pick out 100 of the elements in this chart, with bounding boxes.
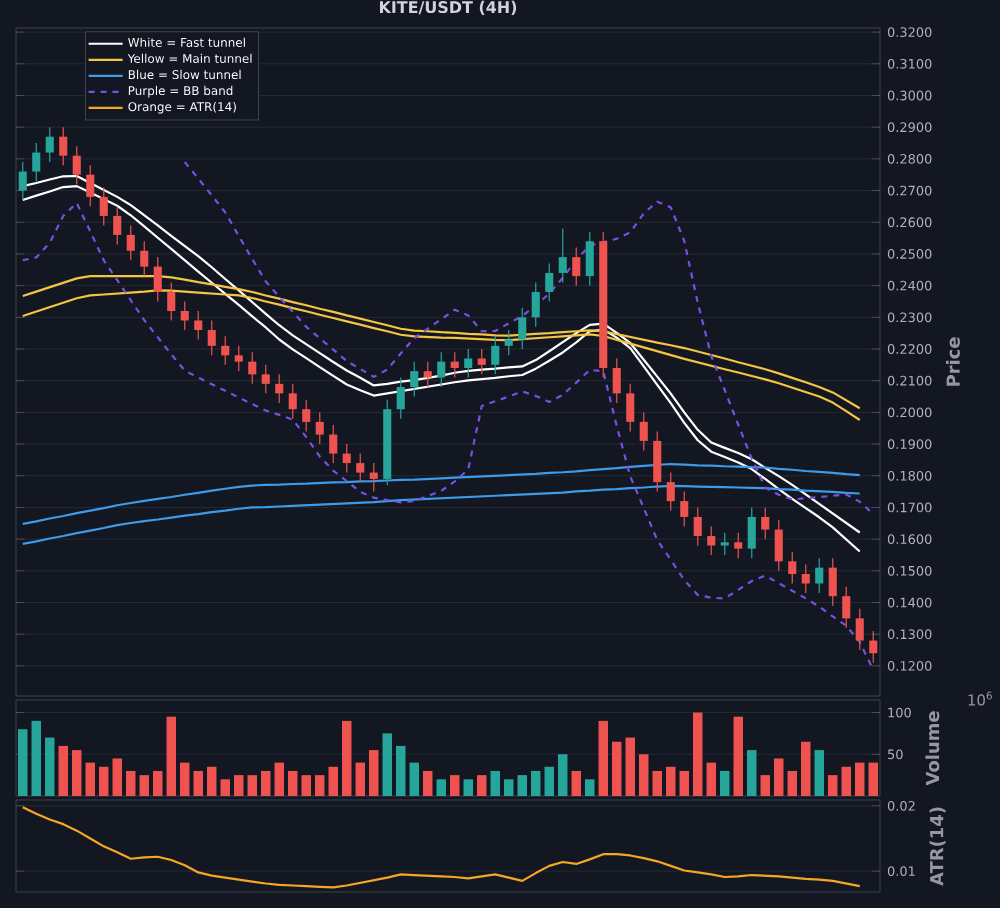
candlestick — [815, 557, 824, 594]
bar — [760, 775, 770, 796]
bar — [868, 762, 878, 796]
candlestick — [369, 462, 378, 493]
candlestick — [464, 348, 473, 379]
candlestick — [329, 424, 338, 464]
candlestick — [491, 335, 500, 375]
candlestick — [518, 307, 527, 350]
candlestick — [423, 361, 432, 388]
bar — [693, 712, 703, 796]
bar — [247, 775, 257, 796]
bar — [801, 741, 811, 796]
candlestick — [140, 240, 149, 277]
candlestick — [734, 532, 743, 559]
bar — [463, 779, 473, 796]
bar — [639, 754, 649, 796]
candlestick — [774, 519, 783, 572]
candlestick — [747, 506, 756, 559]
candlestick — [396, 376, 405, 420]
candlestick — [788, 551, 797, 585]
bar — [666, 766, 676, 796]
y-axis-title: Price — [946, 337, 960, 386]
bar — [220, 779, 230, 796]
bar — [58, 745, 68, 796]
candlestick — [194, 310, 203, 341]
bar — [531, 770, 541, 796]
bar — [423, 770, 433, 796]
candlestick — [693, 506, 702, 547]
candlestick — [221, 335, 230, 366]
candlestick — [410, 361, 419, 398]
bar — [814, 750, 824, 796]
bar — [679, 770, 689, 796]
candlestick — [680, 491, 689, 528]
candlestick — [356, 452, 365, 483]
bar — [477, 775, 487, 796]
candlestick — [450, 351, 459, 379]
bar — [747, 750, 757, 796]
bar — [99, 766, 109, 796]
candlestick — [653, 430, 662, 493]
y-axis-title: ATR(14) — [929, 807, 946, 886]
bar — [396, 745, 406, 796]
bar — [436, 779, 446, 796]
bar — [288, 770, 298, 796]
bar — [571, 770, 581, 796]
bar — [126, 770, 136, 796]
bar — [85, 762, 95, 796]
candlestick — [612, 357, 621, 404]
candlestick — [126, 224, 135, 261]
candlestick — [248, 351, 257, 385]
candlestick — [288, 383, 297, 420]
bar — [409, 762, 419, 796]
bar — [828, 775, 838, 796]
bar — [841, 766, 851, 796]
candlestick — [153, 256, 162, 303]
bar — [733, 716, 743, 796]
candlestick — [761, 506, 770, 540]
bar — [342, 720, 352, 796]
bar — [490, 770, 500, 796]
bar — [166, 716, 176, 796]
bar — [355, 762, 365, 796]
candlestick — [666, 471, 675, 512]
bar — [652, 770, 662, 796]
candlestick — [113, 205, 122, 246]
bar — [855, 762, 865, 796]
candlestick — [437, 351, 446, 388]
candlestick — [72, 145, 81, 185]
bar — [612, 741, 622, 796]
candlestick — [585, 231, 594, 287]
candlestick — [207, 319, 216, 356]
candlestick — [504, 329, 513, 356]
candlestick — [477, 348, 486, 375]
bar — [139, 775, 149, 796]
bar — [382, 733, 392, 796]
y-axis-title: Volume — [925, 711, 940, 786]
candlestick — [342, 443, 351, 474]
bar — [153, 770, 163, 796]
candlestick — [45, 126, 54, 163]
candlestick — [18, 161, 27, 201]
bar — [328, 766, 338, 796]
candlestick — [99, 186, 108, 227]
candlestick — [869, 630, 878, 664]
bar — [517, 775, 527, 796]
candlestick — [531, 281, 540, 328]
candlestick — [842, 586, 851, 629]
candlestick — [801, 563, 810, 594]
candlestick — [32, 142, 41, 182]
bar — [787, 770, 797, 796]
bar — [207, 766, 217, 796]
candlestick — [86, 164, 95, 207]
bar — [112, 758, 122, 796]
candlestick — [545, 262, 554, 303]
candlestick — [261, 364, 270, 394]
candlestick — [639, 411, 648, 452]
bar — [301, 775, 311, 796]
bar — [234, 775, 244, 796]
candlestick — [572, 246, 581, 287]
candlestick — [275, 373, 284, 404]
candlestick — [626, 383, 635, 432]
candlestick — [828, 557, 837, 607]
bar — [504, 779, 514, 796]
